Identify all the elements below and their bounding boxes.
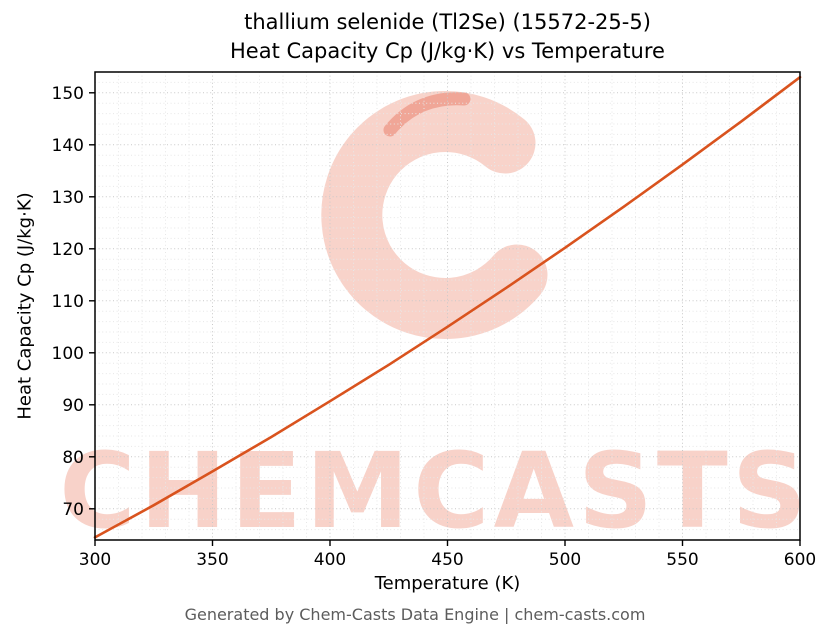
y-tick-label: 70 bbox=[62, 500, 84, 520]
x-axis-label: Temperature (K) bbox=[374, 573, 521, 594]
cp-curve bbox=[93, 75, 802, 539]
watermark: CHEMCASTS bbox=[59, 90, 810, 552]
footer-attribution: Generated by Chem-Casts Data Engine | ch… bbox=[184, 605, 646, 624]
tick-layer: 300 350 400 450 500 550 600 70 80 90 100 110 120 130 1… bbox=[52, 84, 817, 570]
x-tick-label: 600 bbox=[784, 550, 816, 570]
grid-layer bbox=[94, 72, 801, 540]
y-axis-label: Heat Capacity Cp (J/kg·K) bbox=[14, 192, 36, 420]
x-tick-label: 400 bbox=[314, 550, 346, 570]
x-tick-label: 300 bbox=[79, 550, 111, 570]
watermark-c-logo bbox=[321, 90, 548, 339]
y-tick-label: 130 bbox=[52, 188, 84, 208]
y-tick-label: 90 bbox=[62, 396, 84, 416]
y-tick-label: 140 bbox=[52, 136, 84, 156]
y-tick-label: 80 bbox=[62, 448, 84, 468]
x-tick-label: 500 bbox=[549, 550, 581, 570]
x-tick-label: 350 bbox=[196, 550, 228, 570]
watermark-c-accent bbox=[383, 92, 471, 137]
x-tick-label: 450 bbox=[431, 550, 463, 570]
chart-title-line1: thallium selenide (Tl2Se) (15572-25-5) bbox=[244, 10, 651, 34]
chart-title-line2: Heat Capacity Cp (J/kg·K) vs Temperature bbox=[230, 39, 665, 63]
y-tick-label: 120 bbox=[52, 240, 84, 260]
plot-frame bbox=[94, 71, 801, 541]
x-tick-label: 550 bbox=[666, 550, 698, 570]
watermark-text: CHEMCASTS bbox=[59, 430, 810, 552]
y-tick-label: 110 bbox=[52, 292, 84, 312]
y-tick-label: 100 bbox=[52, 344, 84, 364]
y-tick-label: 150 bbox=[52, 84, 84, 104]
chart-title: thallium selenide (Tl2Se) (15572-25-5) H… bbox=[95, 8, 800, 66]
